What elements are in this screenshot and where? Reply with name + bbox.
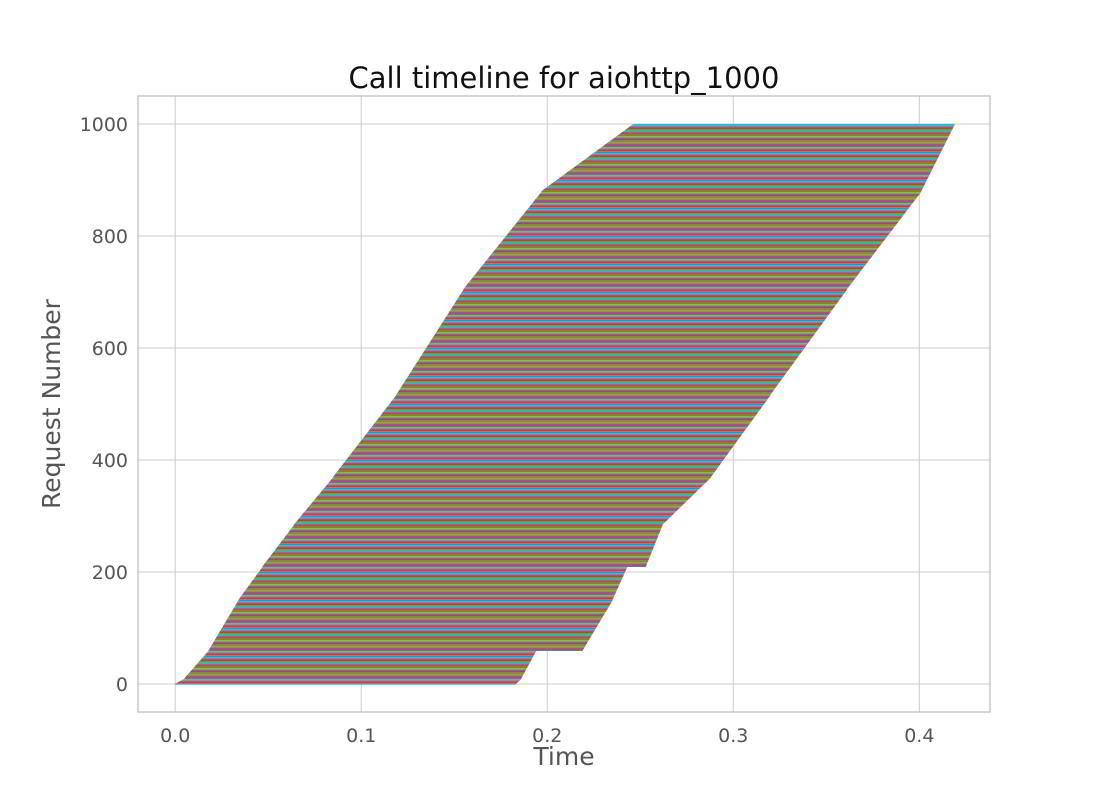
y-tick-label: 1000	[80, 114, 128, 136]
x-tick-label: 0.0	[160, 725, 190, 747]
request-segments-layer	[175, 124, 955, 685]
tick-labels-layer: 0.0 0.1 0.2 0.3 0.4 0 200 400 600 800 1000	[80, 114, 935, 747]
y-tick-label: 600	[92, 338, 128, 360]
y-tick-label: 800	[92, 226, 128, 248]
plot-frame	[137, 95, 991, 713]
x-tick-label: 0.2	[532, 725, 562, 747]
y-tick-label: 200	[92, 562, 128, 584]
y-tick-label: 0	[116, 674, 128, 696]
x-axis-label: Time	[532, 742, 594, 771]
x-tick-label: 0.3	[718, 725, 748, 747]
y-tick-label: 400	[92, 450, 128, 472]
y-axis-label: Request Number	[37, 298, 66, 509]
x-tick-label: 0.4	[904, 725, 934, 747]
x-tick-label: 0.1	[346, 725, 376, 747]
chart-title: Call timeline for aiohttp_1000	[349, 61, 780, 95]
